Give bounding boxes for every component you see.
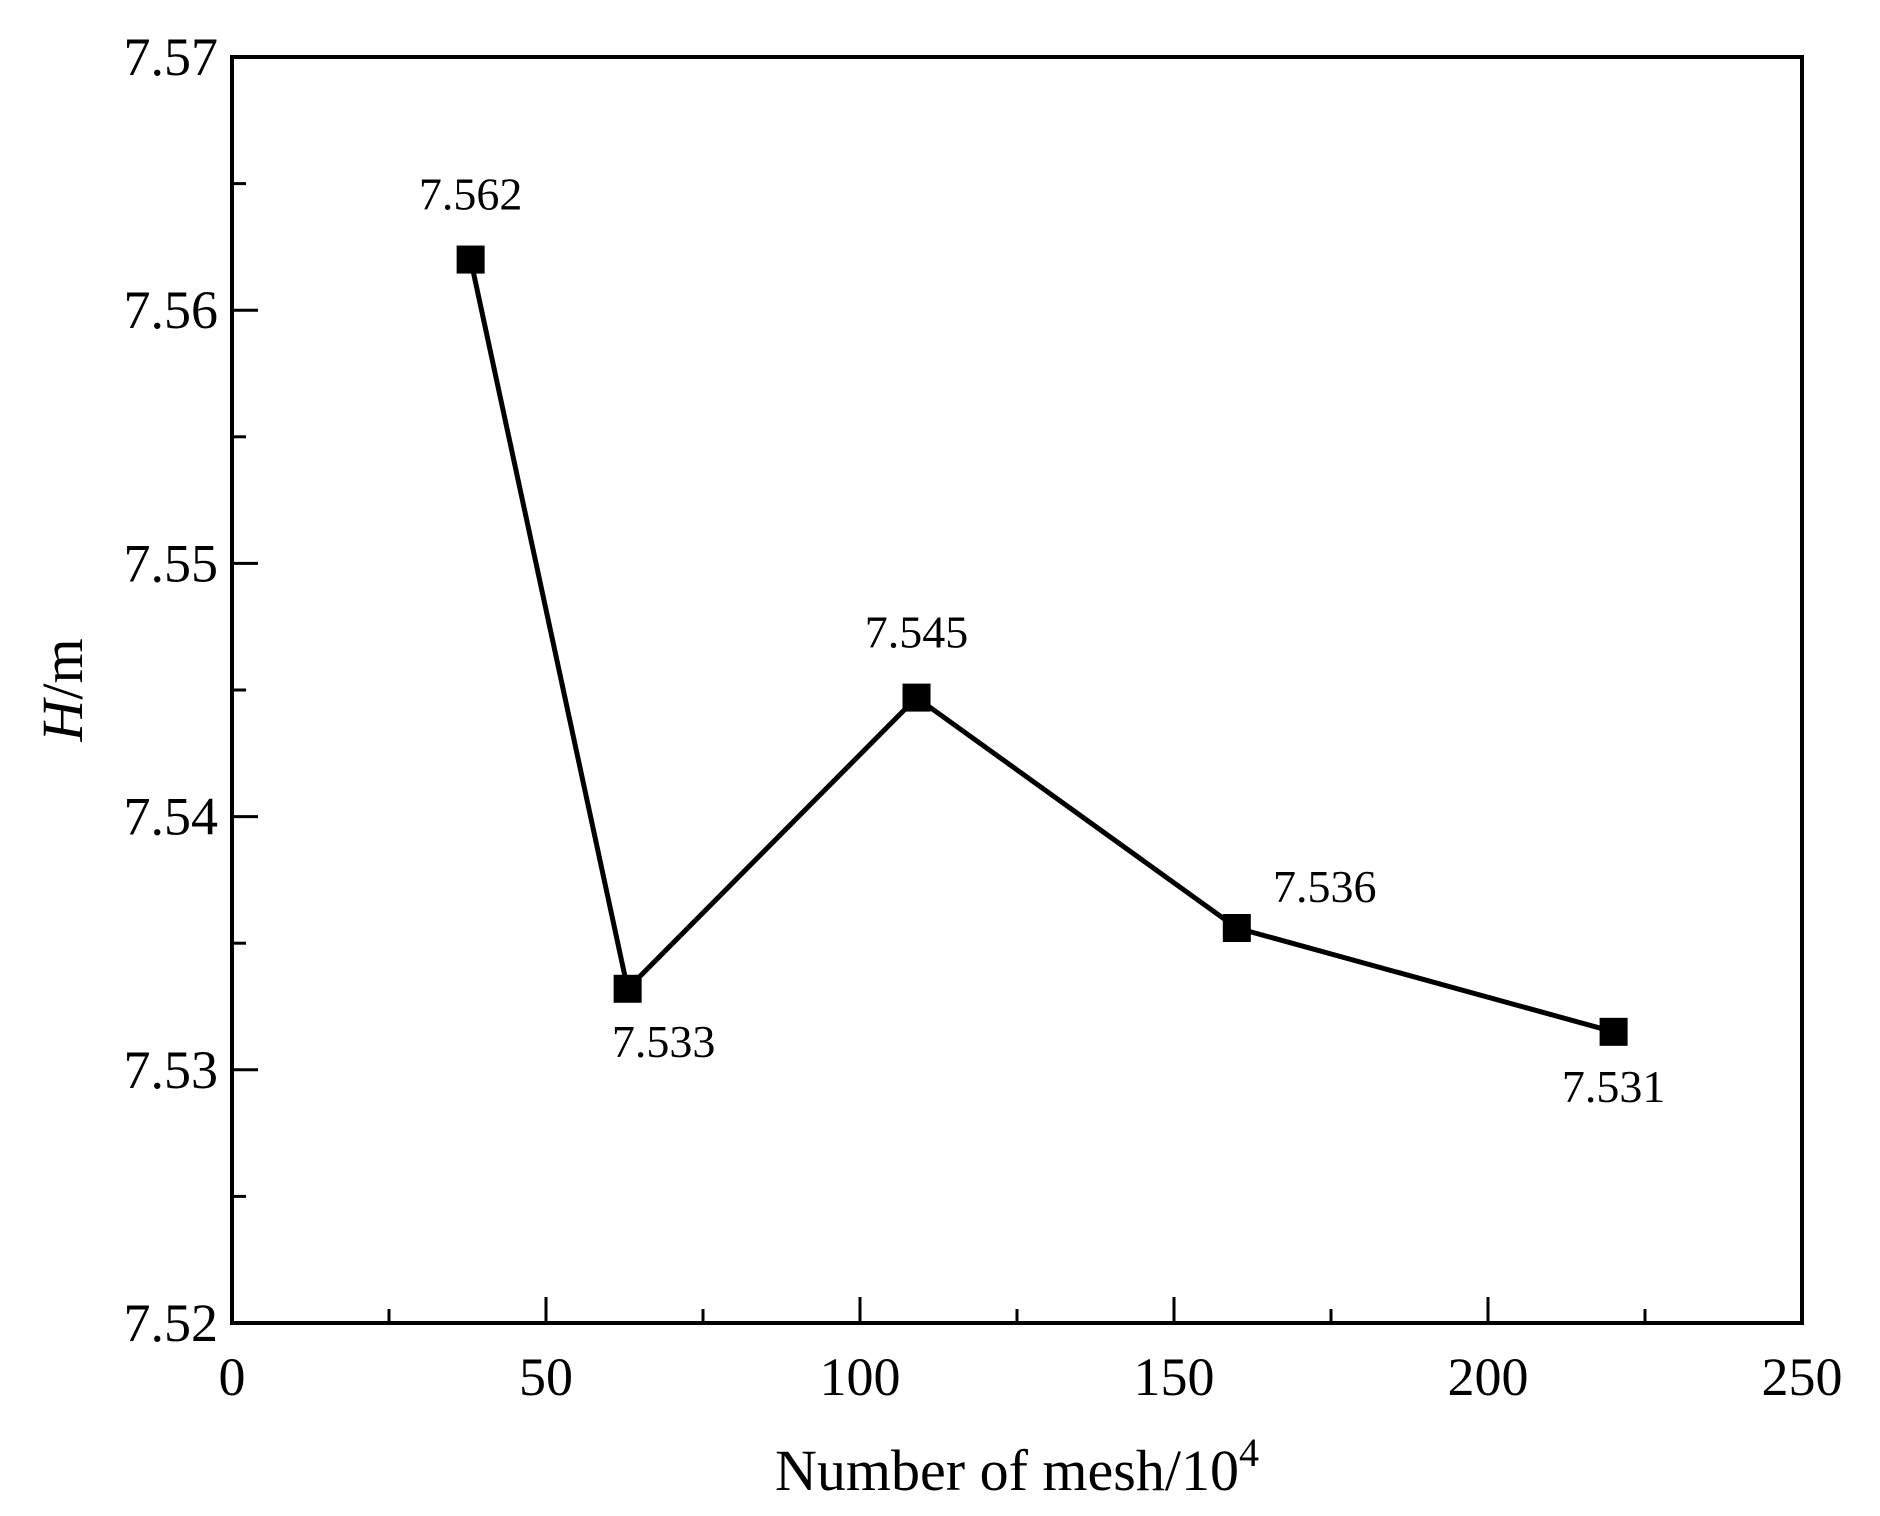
y-tick-label: 7.55 [124,533,219,593]
x-tick-label: 200 [1448,1347,1529,1407]
x-tick-label: 150 [1134,1347,1215,1407]
y-tick-label: 7.54 [124,787,219,847]
data-point-marker [1222,914,1251,943]
data-point-marker [1599,1017,1628,1046]
x-tick-label: 100 [820,1347,901,1407]
x-axis-title: Number of mesh/104 [775,1430,1259,1503]
data-label: 7.562 [419,169,523,220]
data-series: 7.562 7.533 7.545 7.536 7.531 [419,169,1665,1112]
x-tick-label: 250 [1762,1347,1843,1407]
x-axis-title-superscript: 4 [1239,1430,1259,1475]
y-axis-title: H/m [30,638,95,742]
y-axis: 7.52 7.53 7.54 7.55 7.56 7.57 [124,27,258,1353]
data-label: 7.545 [865,607,969,658]
x-tick-label: 50 [519,1347,573,1407]
data-label: 7.531 [1562,1061,1666,1112]
y-tick-label: 7.56 [124,280,219,340]
x-axis: 0 50 100 150 200 250 [219,1297,1843,1407]
series-line [468,259,1615,1035]
data-point-marker [902,683,931,712]
data-point-marker [456,245,485,274]
y-tick-label: 7.57 [124,27,219,87]
data-label: 7.536 [1273,861,1377,912]
y-tick-label: 7.52 [124,1293,219,1353]
x-tick-label: 0 [219,1347,246,1407]
data-label: 7.533 [612,1016,716,1067]
data-point-marker [613,974,642,1003]
y-tick-label: 7.53 [124,1040,219,1100]
